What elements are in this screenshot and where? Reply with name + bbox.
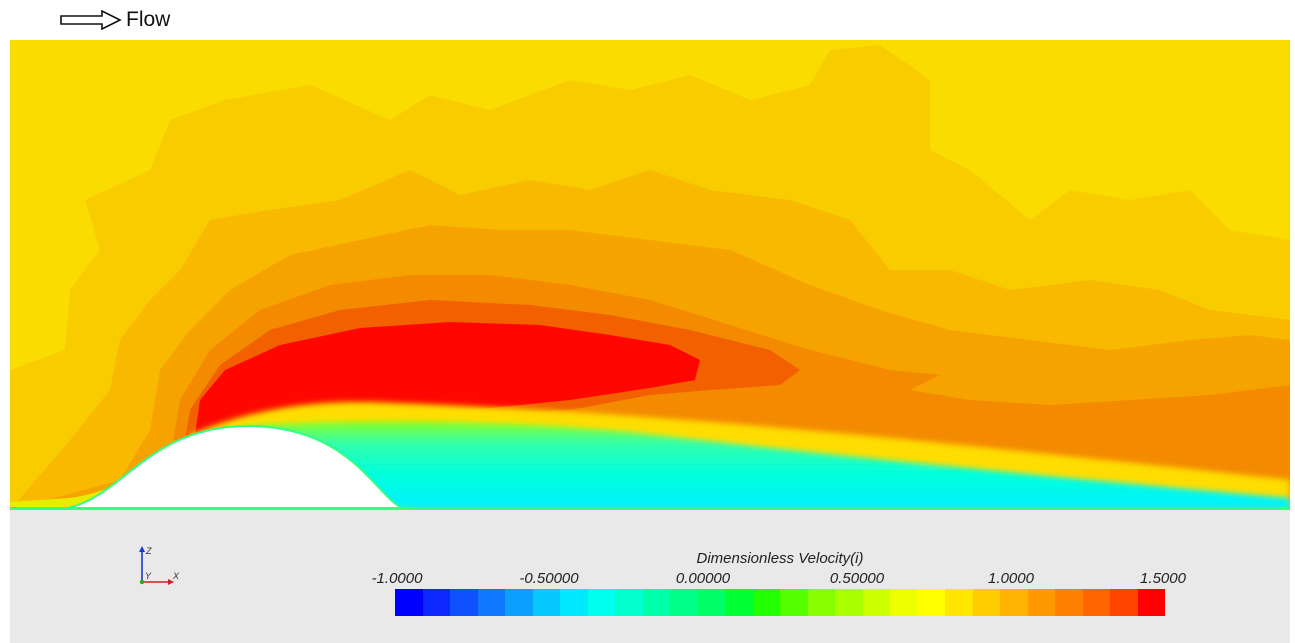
- axis-y-label: Y: [145, 571, 152, 581]
- colorbar-tick-label: -0.50000: [519, 570, 579, 587]
- colorbar-swatch: [1055, 589, 1083, 616]
- colorbar-swatch: [587, 589, 615, 616]
- colorbar-swatch: [1137, 589, 1165, 616]
- colorbar-swatch: [642, 589, 670, 616]
- colorbar-swatch: [1027, 589, 1055, 616]
- colorbar-swatch: [1000, 589, 1028, 616]
- colorbar-swatch: [697, 589, 725, 616]
- colorbar-swatch: [560, 589, 588, 616]
- colorbar-swatch: [505, 589, 533, 616]
- velocity-contour-plot: [10, 40, 1290, 510]
- colorbar-swatch: [890, 589, 918, 616]
- colorbar-swatch: [477, 589, 505, 616]
- colorbar: [395, 589, 1165, 616]
- colorbar-swatch: [670, 589, 698, 616]
- colorbar-swatch: [395, 589, 423, 616]
- colorbar-swatch: [807, 589, 835, 616]
- arrow-right-icon: [60, 10, 122, 30]
- colorbar-swatch: [1082, 589, 1110, 616]
- colorbar-swatch: [1110, 589, 1138, 616]
- flow-text: Flow: [126, 8, 171, 31]
- flow-direction-label: Flow: [60, 6, 170, 34]
- colorbar-tick-label: 0.00000: [675, 570, 731, 587]
- colorbar-swatch: [422, 589, 450, 616]
- colorbar-swatch: [780, 589, 808, 616]
- colorbar-swatch: [917, 589, 945, 616]
- axis-x-label: X: [172, 571, 180, 581]
- colorbar-swatch: [615, 589, 643, 616]
- colorbar-swatch: [752, 589, 780, 616]
- colorbar-swatch: [972, 589, 1000, 616]
- colorbar-swatch: [835, 589, 863, 616]
- colorbar-tick-label: 0.50000: [829, 570, 885, 587]
- legend-panel: [10, 510, 1290, 643]
- colorbar-swatch: [945, 589, 973, 616]
- axis-z-label: Z: [145, 546, 152, 556]
- colorbar-tick-label: 1.0000: [988, 570, 1034, 587]
- colorbar-swatch: [862, 589, 890, 616]
- colorbar-tick-label: -1.0000: [371, 570, 423, 587]
- colorbar-title: Dimensionless Velocity(i): [696, 550, 864, 567]
- floor: [10, 507, 1290, 510]
- axes-triad-icon: Z Y X: [139, 546, 180, 585]
- wake-region: [240, 421, 1290, 510]
- colorbar-swatch: [725, 589, 753, 616]
- colorbar-swatch: [532, 589, 560, 616]
- hill-surface: [49, 424, 411, 510]
- colorbar-tick-label: 1.5000: [1140, 570, 1186, 587]
- colorbar-swatch: [450, 589, 478, 616]
